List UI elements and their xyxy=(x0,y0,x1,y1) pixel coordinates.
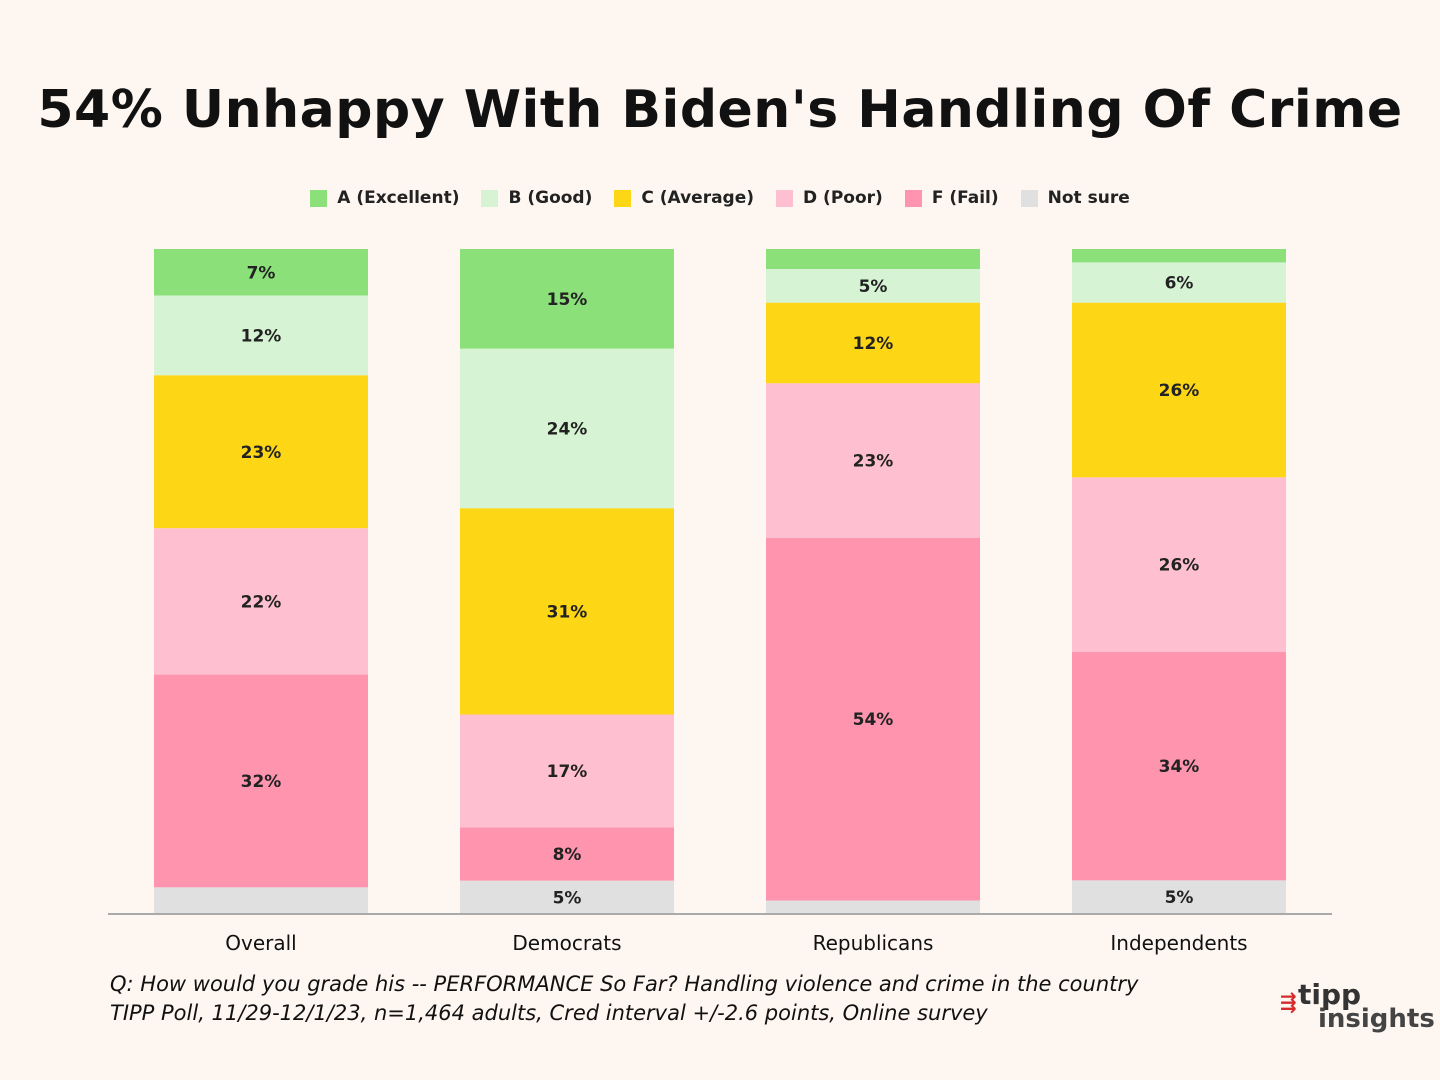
bar-segment xyxy=(766,269,980,303)
category-label: Democrats xyxy=(512,931,621,955)
data-label: 15% xyxy=(547,290,588,310)
legend-label: C (Average) xyxy=(641,188,755,208)
bar-segment xyxy=(766,900,980,914)
legend-label: F (Fail) xyxy=(931,188,999,208)
data-label: 17% xyxy=(547,762,588,782)
legend: A (Excellent) B (Good) C (Average) D (Poor)… xyxy=(0,188,1440,208)
category-label: Overall xyxy=(225,931,296,955)
logo-tipp-text: tipp xyxy=(1298,978,1362,1011)
bar-segment xyxy=(460,880,674,914)
legend-item: F (Fail) xyxy=(904,188,999,208)
legend-swatch xyxy=(776,189,794,207)
logo-arrow-icon: ⇶ xyxy=(1280,990,1297,1014)
legend-swatch xyxy=(1020,189,1038,207)
data-label: 12% xyxy=(853,334,894,354)
bar-segment xyxy=(1072,262,1286,303)
data-label: 7% xyxy=(247,263,276,283)
bar-segment xyxy=(460,827,674,881)
legend-label: B (Good) xyxy=(508,188,593,208)
data-label: 22% xyxy=(241,592,282,612)
data-label: 8% xyxy=(553,845,582,865)
tipp-insights-logo: ⇶ tipp insights xyxy=(1280,978,1435,1036)
data-label: 26% xyxy=(1159,556,1200,576)
data-label: 23% xyxy=(241,443,282,463)
data-label: 6% xyxy=(1165,274,1194,294)
data-label: 23% xyxy=(853,452,894,472)
footnote-poll-info: TIPP Poll, 11/29-12/1/23, n=1,464 adults… xyxy=(110,1001,988,1025)
data-label: 34% xyxy=(1159,757,1200,777)
footnote-question: Q: How would you grade his -- PERFORMANC… xyxy=(110,972,1139,996)
bar-segment xyxy=(766,302,980,384)
bar-segment xyxy=(460,714,674,828)
legend-item: C (Average) xyxy=(614,188,754,208)
data-label: 12% xyxy=(241,326,282,346)
logo-insights-text: insights xyxy=(1318,1004,1435,1034)
legend-item: A (Excellent) xyxy=(310,188,459,208)
bar-segment xyxy=(766,537,980,901)
legend-label: Not sure xyxy=(1047,188,1130,208)
bar-segment xyxy=(460,508,674,715)
bar-segment xyxy=(154,295,368,376)
data-label: 54% xyxy=(853,710,894,730)
footnote: Q: How would you grade his -- PERFORMANC… xyxy=(110,970,1138,1028)
data-label: 24% xyxy=(547,420,588,440)
data-label: 5% xyxy=(1165,888,1194,908)
data-label: 31% xyxy=(547,602,588,622)
bar-segment xyxy=(154,528,368,675)
legend-swatch xyxy=(310,189,328,207)
legend-swatch xyxy=(904,189,922,207)
bar-segment xyxy=(1072,652,1286,881)
legend-swatch xyxy=(481,189,499,207)
bar-segment xyxy=(1072,477,1286,653)
data-label: 26% xyxy=(1159,381,1200,401)
bar-segment xyxy=(1072,302,1286,478)
data-label: 32% xyxy=(241,772,282,792)
data-label: 5% xyxy=(859,277,888,297)
bar-segment xyxy=(154,249,368,296)
bar-segment xyxy=(460,249,674,349)
bar-segment xyxy=(766,249,980,270)
bar-segment xyxy=(1072,249,1286,263)
bar-segment xyxy=(154,375,368,529)
bar-segment xyxy=(766,383,980,538)
bar-segment xyxy=(154,674,368,888)
data-label: 5% xyxy=(553,888,582,908)
category-label: Republicans xyxy=(813,931,934,955)
category-label: Independents xyxy=(1110,931,1247,955)
legend-item: D (Poor) xyxy=(776,188,883,208)
legend-item: B (Good) xyxy=(481,188,592,208)
legend-item: Not sure xyxy=(1020,188,1130,208)
legend-swatch xyxy=(614,189,632,207)
bar-segment xyxy=(154,887,368,914)
chart-title: 54% Unhappy With Biden's Handling Of Cri… xyxy=(37,80,1403,140)
bar-segment xyxy=(1072,880,1286,914)
legend-label: A (Excellent) xyxy=(337,188,460,208)
bar-segment xyxy=(460,348,674,509)
legend-label: D (Poor) xyxy=(803,188,883,208)
